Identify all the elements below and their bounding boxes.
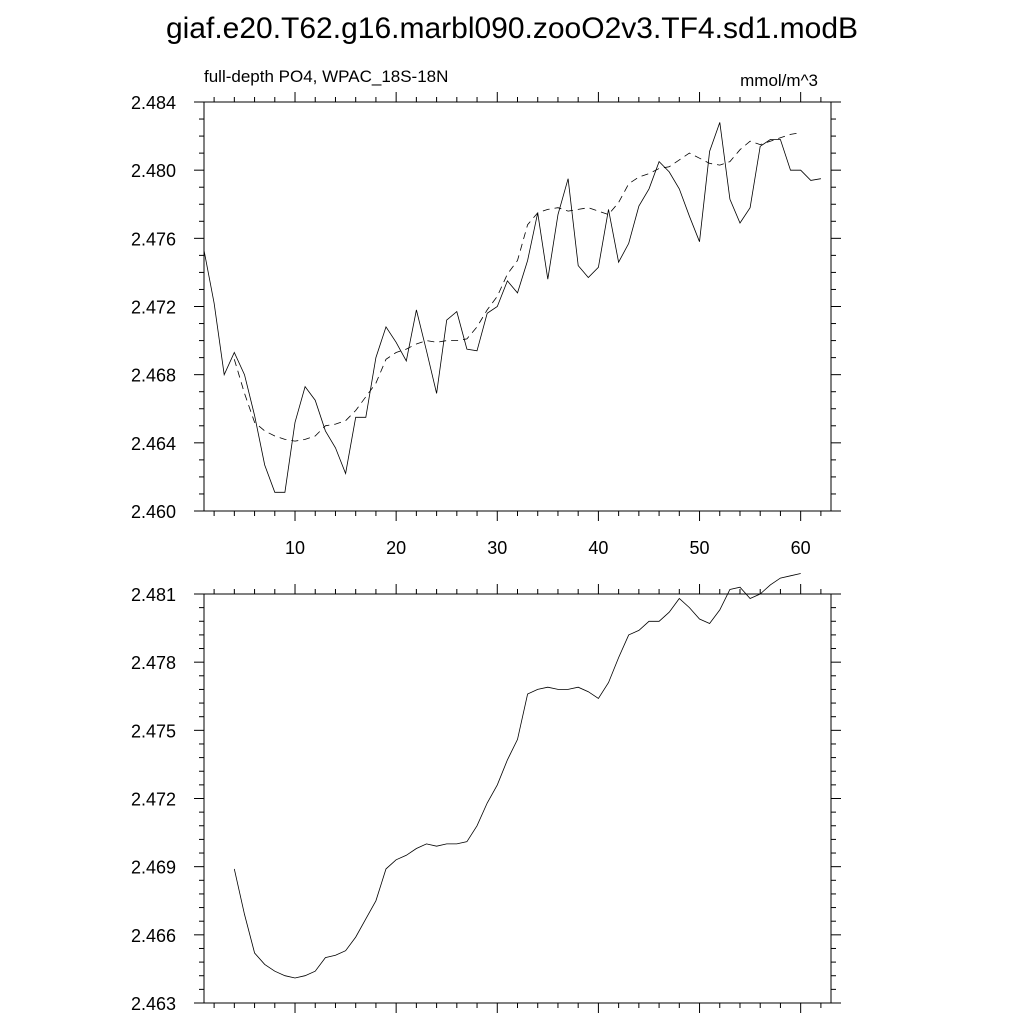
top-plot-frame [203, 101, 832, 512]
top-left-label: full-depth PO4, WPAC_18S-18N [204, 67, 448, 86]
top-x-tick-label: 30 [487, 538, 507, 558]
bottom-y-tick-label: 2.463 [131, 994, 176, 1014]
top-x-tick-label: 10 [285, 538, 305, 558]
bottom-y-tick-label: 2.466 [131, 926, 176, 946]
bottom-y-tick-label: 2.475 [131, 721, 176, 741]
panel-top: full-depth PO4, WPAC_18S-18N mmol/m^3 10… [131, 67, 841, 558]
top-plot-area: 10 20 30 40 50 60 2.460 2.464 2.468 2.472 2.476 2.4… [131, 92, 841, 558]
top-y-tick-label: 2.472 [131, 298, 176, 318]
top-right-label: mmol/m^3 [740, 71, 818, 90]
top-y-tick-label: 2.476 [131, 229, 176, 249]
top-y-tick-label: 2.468 [131, 366, 176, 386]
bottom-y-tick-label: 2.472 [131, 790, 176, 810]
top-y-tick-label: 2.484 [131, 93, 176, 113]
top-x-tick-label: 20 [386, 538, 406, 558]
panel-bottom: 2.463 2.466 2.469 2.472 2.475 2.478 2.481 [131, 573, 841, 1014]
top-x-tick-label: 50 [690, 538, 710, 558]
bottom-series-solid-line [233, 573, 801, 979]
bottom-plot-area: 2.463 2.466 2.469 2.472 2.475 2.478 2.481 [131, 573, 841, 1014]
top-y-tick-label: 2.460 [131, 502, 176, 522]
bottom-y-tick-label: 2.478 [131, 653, 176, 673]
bottom-plot-frame [203, 593, 832, 1004]
top-x-tick-label: 40 [588, 538, 608, 558]
top-y-tick-label: 2.480 [131, 161, 176, 181]
figure-title: giaf.e20.T62.g16.marbl090.zooO2v3.TF4.sd… [166, 12, 858, 45]
top-x-tick-label: 60 [791, 538, 811, 558]
top-series-dashed-line [233, 132, 801, 442]
bottom-y-tick-label: 2.469 [131, 858, 176, 878]
top-y-tick-label: 2.464 [131, 434, 176, 454]
top-series-solid-line [203, 122, 821, 493]
bottom-y-tick-label: 2.481 [131, 585, 176, 605]
